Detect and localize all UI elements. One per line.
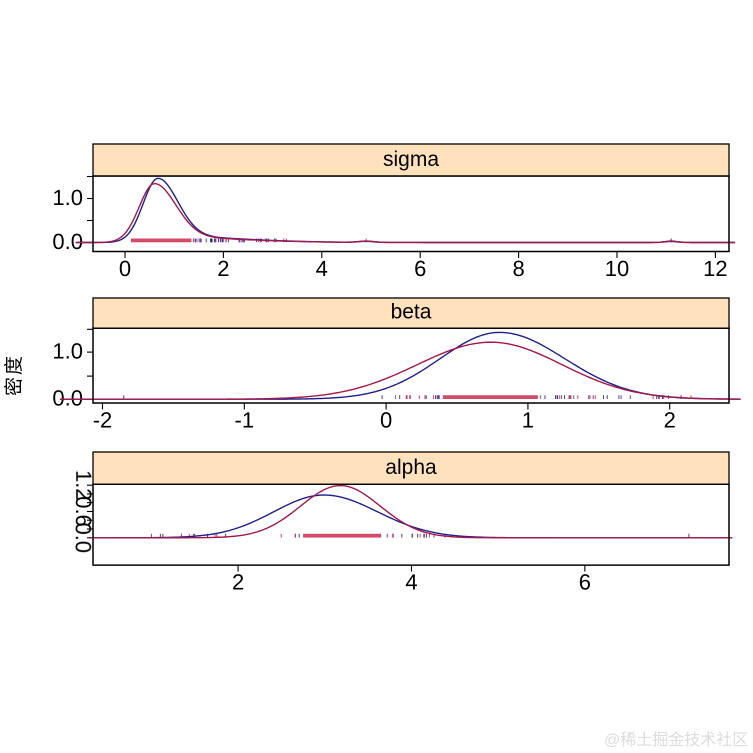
svg-text:0.0: 0.0 xyxy=(52,229,83,254)
svg-text:1: 1 xyxy=(522,408,534,433)
svg-text:4: 4 xyxy=(316,256,328,281)
svg-text:beta: beta xyxy=(391,301,432,324)
svg-text:0: 0 xyxy=(119,256,131,281)
svg-text:alpha: alpha xyxy=(385,456,437,479)
svg-text:6: 6 xyxy=(579,570,591,595)
svg-text:0: 0 xyxy=(380,408,392,433)
svg-text:2: 2 xyxy=(232,570,244,595)
svg-text:2: 2 xyxy=(217,256,229,281)
svg-text:-1: -1 xyxy=(235,408,255,433)
svg-text:6: 6 xyxy=(414,256,426,281)
svg-text:4: 4 xyxy=(405,570,417,595)
svg-text:1.0: 1.0 xyxy=(52,339,83,364)
svg-text:1.0: 1.0 xyxy=(52,185,83,210)
svg-text:12: 12 xyxy=(703,256,727,281)
svg-text:sigma: sigma xyxy=(383,147,439,170)
svg-text:8: 8 xyxy=(512,256,524,281)
svg-text:密度: 密度 xyxy=(3,354,25,396)
svg-text:10: 10 xyxy=(605,256,629,281)
svg-text:0.0: 0.0 xyxy=(52,386,83,411)
svg-text:2: 2 xyxy=(664,408,676,433)
svg-text:-2: -2 xyxy=(93,408,113,433)
